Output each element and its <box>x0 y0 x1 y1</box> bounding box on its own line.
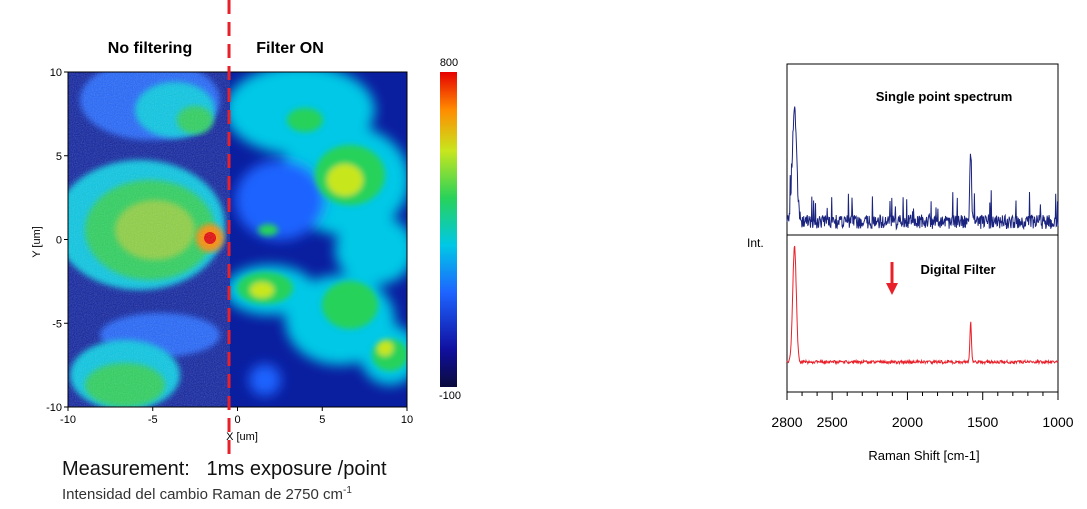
heatmap-unfiltered-region <box>68 72 230 407</box>
colorbar-min-label: -100 <box>439 390 461 402</box>
panel-label-no-filtering: No filtering <box>108 40 192 57</box>
spectrum-tick-label: 1500 <box>967 414 998 430</box>
y-tick-label: -5 <box>52 318 62 330</box>
spectrum-frame <box>786 63 1059 393</box>
x-tick-label: 0 <box>234 414 240 426</box>
x-axis-ticks: -10 -5 0 5 10 <box>60 407 413 426</box>
raman-map-panel: No filtering Filter ON <box>31 0 461 460</box>
spectrum-tick-label: 2500 <box>817 414 848 430</box>
spectrum-tick-label: 2800 <box>771 414 802 430</box>
spectrum-x-ticks: 2800 2500 2000 1500 1000 <box>771 392 1074 430</box>
spectrum-x-label: Raman Shift [cm-1] <box>868 448 979 463</box>
colorbar <box>440 72 457 387</box>
annotation-digital-filter: Digital Filter <box>920 262 995 277</box>
spectrum-y-label: Int. <box>747 236 764 250</box>
heatmap-filtered-region <box>230 72 407 396</box>
y-axis-ticks: 10 5 0 -5 -10 <box>46 67 68 414</box>
x-tick-label: 10 <box>401 414 413 426</box>
spectrum-tick-label: 2000 <box>892 414 923 430</box>
spectrum-tick-label: 1000 <box>1042 414 1073 430</box>
subtitle-text: Intensidad del cambio Raman de 2750 cm <box>62 486 344 503</box>
panel-label-filter-on: Filter ON <box>256 40 324 57</box>
x-tick-label: -5 <box>148 414 158 426</box>
x-tick-label: -10 <box>60 414 76 426</box>
x-tick-label: 5 <box>319 414 325 426</box>
y-tick-label: -10 <box>46 402 62 414</box>
y-tick-label: 5 <box>56 151 62 163</box>
series-filtered-line <box>786 245 1059 366</box>
annotation-single-point: Single point spectrum <box>876 89 1013 104</box>
subtitle-caption: Intensidad del cambio Raman de 2750 cm-1 <box>62 485 352 503</box>
colorbar-max-label: 800 <box>440 57 458 69</box>
y-axis-label: Y [um] <box>31 226 43 258</box>
measurement-caption: Measurement: 1ms exposure /point <box>62 458 387 480</box>
down-arrow-icon <box>886 262 898 295</box>
y-tick-label: 10 <box>50 67 62 79</box>
x-axis-label: X [um] <box>226 431 258 443</box>
subtitle-superscript: -1 <box>343 485 352 496</box>
series-unfiltered-line <box>786 106 1059 231</box>
y-tick-label: 0 <box>56 235 62 247</box>
